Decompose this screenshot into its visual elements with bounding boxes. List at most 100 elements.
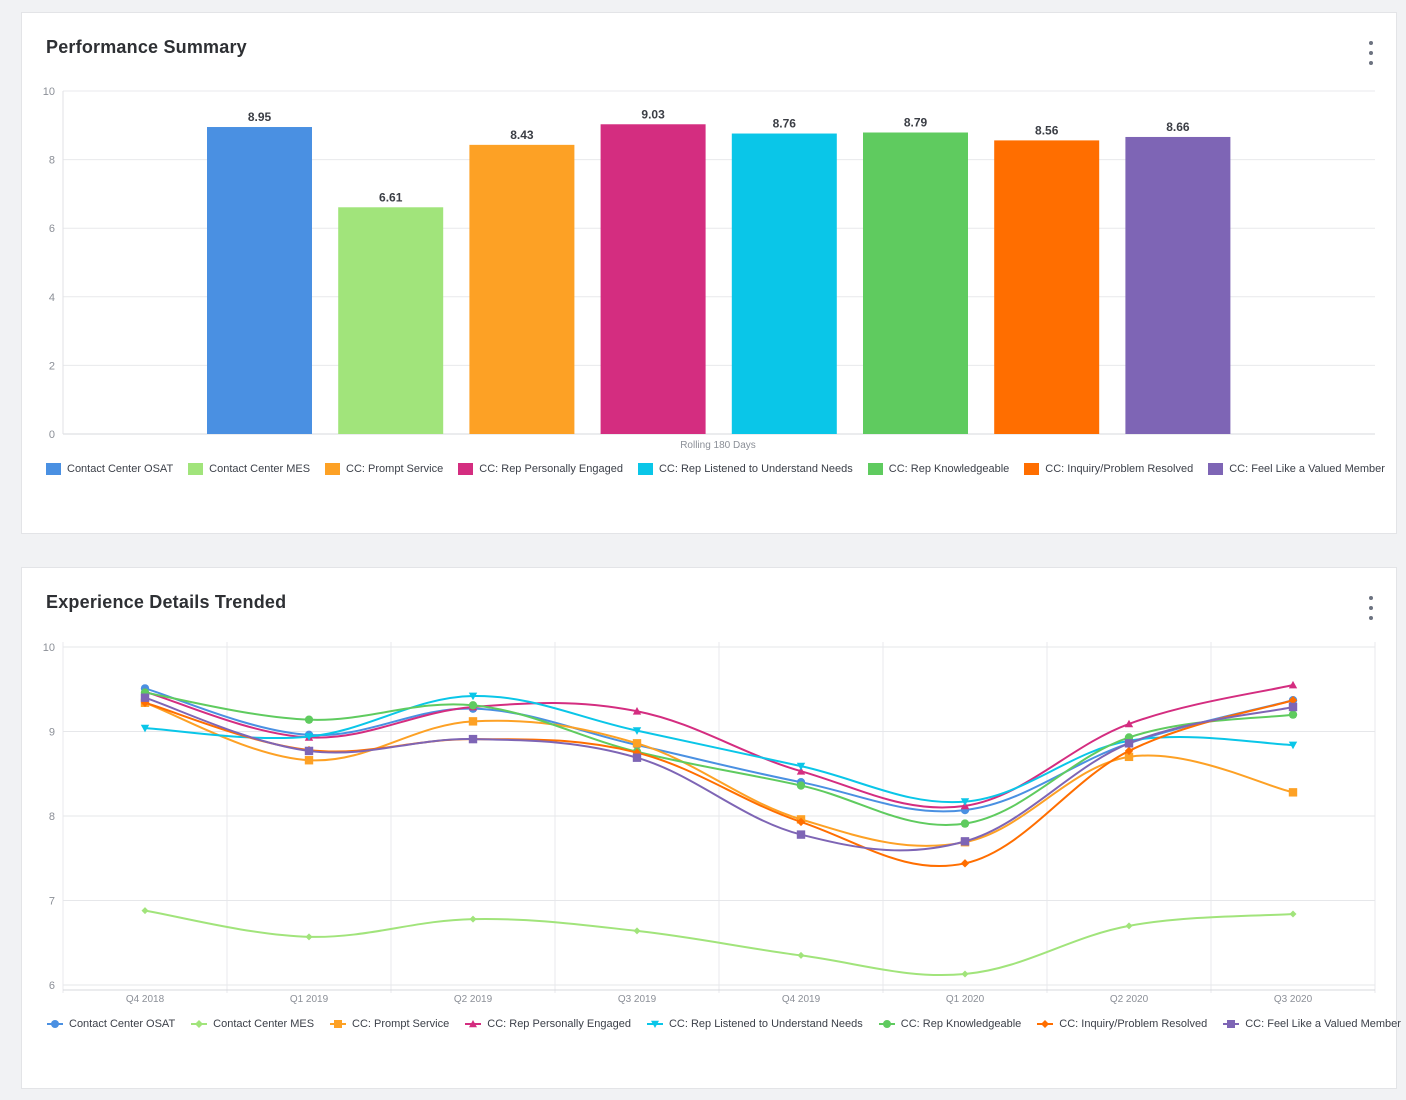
kebab-menu-icon[interactable] — [1366, 41, 1376, 65]
legend-swatch-icon — [458, 463, 474, 475]
circle-marker — [1288, 710, 1298, 719]
legend-item[interactable]: CC: Prompt Service — [325, 463, 443, 475]
circle-marker — [960, 819, 970, 828]
series-line — [144, 696, 1294, 852]
legend-line-marker-icon — [1037, 1020, 1054, 1028]
legend-label: CC: Rep Listened to Understand Needs — [668, 1018, 863, 1030]
square-marker — [632, 753, 642, 762]
bar-value-label: 8.56 — [1035, 123, 1059, 137]
legend-item[interactable]: CC: Rep Knowledgeable — [867, 463, 1009, 475]
line-chart-legend: Contact Center OSAT Contact Center MES CC:… — [46, 1018, 1406, 1030]
y-tick-label: 10 — [43, 642, 55, 654]
diamond-marker — [1041, 1020, 1050, 1028]
legend-label: Contact Center MES — [213, 1018, 315, 1030]
legend-item[interactable]: CC: Rep Personally Engaged — [464, 1018, 631, 1030]
triangle-down-marker — [1288, 741, 1298, 750]
legend-label: CC: Feel Like a Valued Member — [1245, 1018, 1401, 1030]
legend-item[interactable]: CC: Feel Like a Valued Member — [1208, 463, 1385, 475]
x-tick-label: Q2 2019 — [454, 994, 493, 1005]
legend-line-marker-icon — [465, 1020, 482, 1028]
diamond-marker — [305, 933, 313, 941]
circle-marker — [51, 1020, 59, 1028]
series-group — [141, 907, 1297, 978]
triangle-down-marker — [632, 727, 642, 735]
square-marker — [796, 830, 806, 839]
legend-item[interactable]: Contact Center OSAT — [46, 1018, 175, 1030]
legend-line-marker-icon — [878, 1020, 895, 1028]
legend-swatch-icon — [1208, 463, 1224, 475]
series-line — [144, 909, 1294, 977]
legend-swatch-icon — [188, 463, 204, 475]
bar — [207, 127, 312, 434]
legend-item[interactable]: CC: Feel Like a Valued Member — [1222, 1018, 1401, 1030]
legend-item[interactable]: Contact Center MES — [188, 463, 310, 475]
bar-value-label: 8.95 — [248, 110, 272, 124]
diamond-marker — [195, 1020, 204, 1028]
bar — [338, 207, 444, 434]
legend-label: CC: Rep Knowledgeable — [900, 1018, 1022, 1030]
legend-label: Contact Center OSAT — [69, 1018, 176, 1030]
square-marker — [632, 739, 642, 748]
legend-item[interactable]: CC: Rep Personally Engaged — [458, 463, 623, 475]
legend-label: CC: Rep Listened to Understand Needs — [658, 463, 853, 475]
legend-swatch-icon — [1024, 463, 1040, 475]
legend-label: CC: Inquiry/Problem Resolved — [1059, 1018, 1208, 1030]
bar-chart: 0 2 4 6 8 10 8.95 6.61 8.43 9.03 8.76 8.79 8.56 8.66 R… — [43, 86, 1375, 451]
legend-line-marker-icon — [191, 1020, 208, 1028]
bar — [600, 124, 706, 435]
square-marker — [468, 734, 478, 744]
bar — [994, 140, 1100, 434]
triangle-marker — [1124, 719, 1134, 728]
circle-marker — [796, 781, 806, 790]
x-category-label: Rolling 180 Days — [680, 440, 756, 451]
legend-label: CC: Inquiry/Problem Resolved — [1045, 463, 1194, 475]
bar-value-label: 6.61 — [379, 190, 403, 204]
bar-value-label: 8.76 — [773, 117, 797, 131]
legend-item[interactable]: CC: Prompt Service — [329, 1018, 449, 1030]
legend-item[interactable]: Contact Center OSAT — [46, 463, 173, 475]
experience-details-card: Experience Details Trended — [21, 567, 1397, 1089]
diamond-marker — [961, 970, 969, 978]
y-tick-label: 8 — [49, 811, 55, 823]
legend-item[interactable]: CC: Rep Listened to Understand Needs — [637, 463, 853, 475]
triangle-marker — [1288, 680, 1298, 689]
circle-marker — [304, 715, 314, 724]
kebab-menu-icon[interactable] — [1366, 596, 1376, 620]
legend-item[interactable]: CC: Inquiry/Problem Resolved — [1024, 463, 1193, 475]
legend-swatch-icon — [46, 463, 61, 475]
series-line — [144, 699, 1294, 868]
x-tick-label: Q2 2020 — [1110, 994, 1149, 1005]
y-tick-label: 8 — [49, 155, 55, 167]
card-title: Performance Summary — [46, 37, 247, 57]
y-tick-label: 6 — [49, 980, 55, 992]
diamond-marker — [960, 859, 970, 868]
triangle-down-marker — [468, 692, 478, 701]
bar-value-label: 8.66 — [1166, 120, 1190, 134]
triangle-marker — [632, 707, 642, 715]
legend-line-marker-icon — [47, 1020, 63, 1028]
legend-item[interactable]: Contact Center MES — [190, 1018, 314, 1030]
x-tick-label: Q1 2020 — [946, 994, 985, 1005]
square-marker — [960, 837, 970, 846]
y-tick-label: 10 — [43, 86, 55, 98]
legend-item[interactable]: CC: Inquiry/Problem Resolved — [1036, 1018, 1207, 1030]
legend-item[interactable]: CC: Rep Listened to Understand Needs — [646, 1018, 863, 1030]
diamond-marker — [633, 927, 641, 935]
diamond-marker — [797, 951, 805, 959]
circle-marker — [882, 1020, 891, 1028]
triangle-down-marker — [960, 798, 970, 806]
series-line — [144, 691, 1294, 826]
x-tick-label: Q3 2019 — [618, 994, 657, 1005]
legend-line-marker-icon — [1223, 1020, 1240, 1028]
x-tick-label: Q1 2019 — [290, 994, 329, 1005]
series-line — [144, 684, 1294, 809]
square-marker — [468, 717, 478, 726]
square-marker — [1288, 788, 1298, 797]
legend-line-marker-icon — [646, 1020, 663, 1028]
legend-item[interactable]: CC: Rep Knowledgeable — [878, 1018, 1021, 1030]
legend-label: CC: Rep Personally Engaged — [479, 463, 623, 475]
square-marker — [1288, 702, 1298, 712]
legend-swatch-icon — [325, 463, 341, 475]
legend-swatch-icon — [637, 463, 653, 475]
legend-label: CC: Rep Personally Engaged — [487, 1018, 631, 1030]
